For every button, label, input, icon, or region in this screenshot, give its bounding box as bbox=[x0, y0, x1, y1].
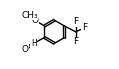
Text: F: F bbox=[73, 17, 78, 26]
Text: O: O bbox=[22, 45, 29, 54]
Text: F: F bbox=[82, 23, 87, 32]
Text: F: F bbox=[73, 37, 78, 46]
Text: CH₃: CH₃ bbox=[21, 11, 38, 20]
Text: O: O bbox=[32, 16, 39, 25]
Text: H: H bbox=[31, 39, 37, 48]
